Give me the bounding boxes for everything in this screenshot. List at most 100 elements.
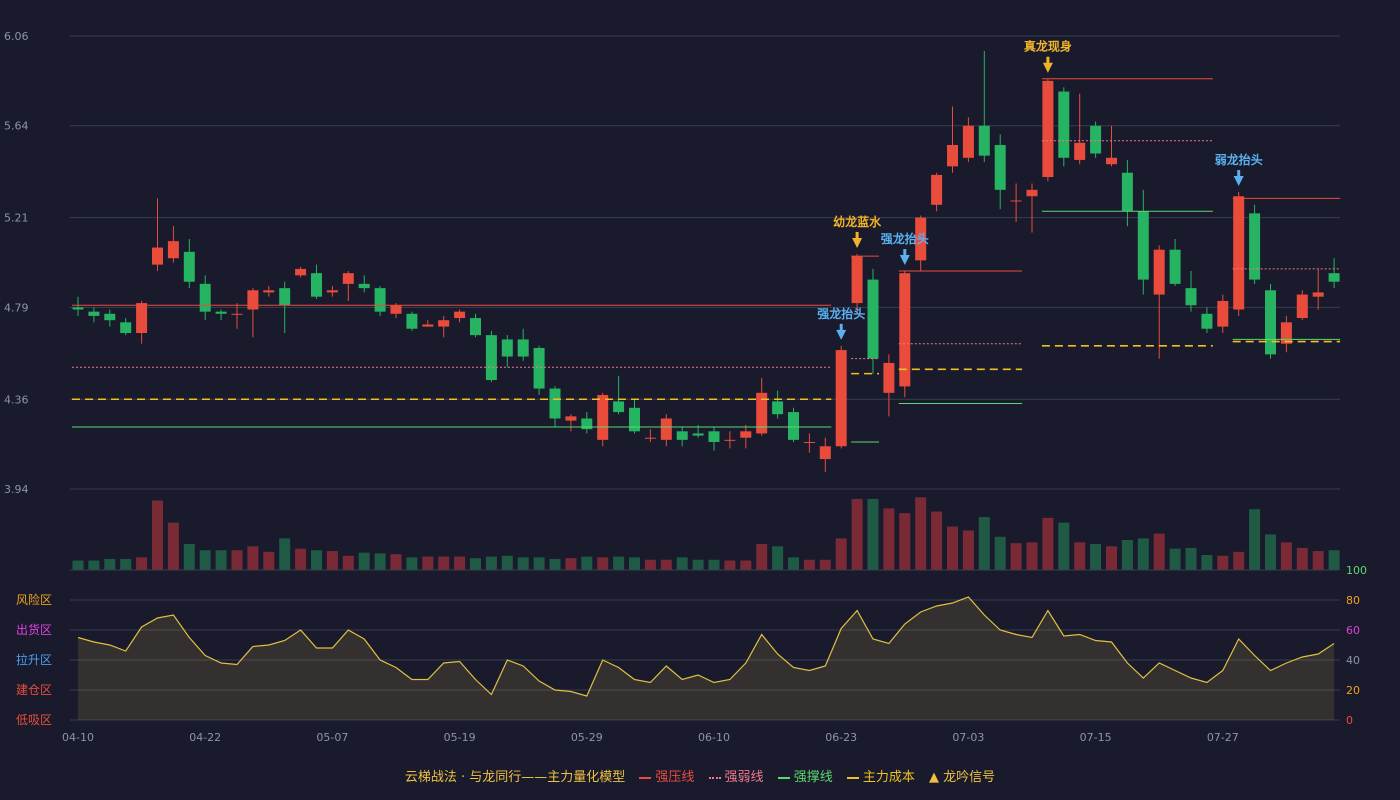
candle-body — [231, 313, 243, 315]
legend-pressure-label: 强压线 — [655, 770, 695, 785]
candle-body — [422, 324, 434, 327]
candle-body — [152, 247, 163, 265]
candle-body — [772, 401, 784, 415]
pressure-line-swatch — [639, 776, 652, 779]
signal-arrow-icon — [899, 255, 910, 266]
cost-line-swatch — [846, 776, 859, 779]
candle-body — [72, 307, 84, 310]
candle-body — [279, 288, 291, 306]
volume-bar — [708, 559, 720, 570]
support-line-swatch — [777, 776, 790, 779]
volume-bar — [724, 560, 736, 570]
volume-bar — [358, 552, 370, 570]
candle-body — [1090, 125, 1102, 154]
x-tick-label: 06-10 — [698, 731, 730, 744]
x-tick-label: 07-27 — [1207, 731, 1239, 744]
candle-body — [629, 407, 640, 432]
candle-body — [1249, 213, 1261, 280]
volume-bar — [533, 557, 545, 570]
volume-bar — [740, 560, 752, 570]
volume-bar — [311, 550, 322, 570]
candle-body — [1121, 172, 1133, 212]
signal-arrow-stem — [855, 231, 859, 239]
volume-bar — [279, 538, 291, 570]
candle-body — [517, 339, 529, 357]
volume-bar — [183, 543, 195, 570]
candle-body — [263, 290, 275, 293]
volume-bar — [374, 553, 386, 570]
volume-bar — [295, 548, 307, 570]
osc-right-tick: 100 — [1346, 564, 1367, 577]
y-tick-label: 3.94 — [4, 483, 29, 496]
candle-body — [1042, 80, 1054, 178]
candle-body — [724, 439, 736, 441]
volume-bar — [565, 558, 577, 570]
candle-body — [740, 431, 752, 438]
legend-support: 强撑线 — [777, 770, 833, 785]
signal-label: 弱龙抬头 — [1215, 152, 1263, 167]
osc-right-tick: 20 — [1346, 684, 1360, 697]
signal-arrow-icon — [1042, 62, 1053, 73]
candle-body — [1153, 249, 1165, 295]
volume-bar — [1249, 509, 1261, 570]
volume-bar — [644, 559, 656, 570]
candle-body — [931, 174, 943, 205]
legend-model: 云梯战法 · 与龙同行——主力量化模型 — [404, 770, 626, 785]
x-tick-label: 07-15 — [1080, 731, 1112, 744]
candle-body — [390, 305, 402, 314]
signal-label: 强龙抬头 — [881, 231, 929, 246]
candle-body — [613, 401, 625, 413]
candle-body — [215, 311, 227, 314]
legend-pressure: 强压线 — [639, 770, 694, 785]
volume-bar — [931, 511, 943, 570]
candle-body — [501, 339, 513, 357]
volume-bar — [1026, 542, 1038, 570]
volume-bar — [1010, 543, 1022, 570]
volume-bar — [517, 557, 529, 570]
volume-bar — [152, 500, 163, 570]
volume-bar — [947, 526, 958, 570]
volume-bar — [136, 557, 148, 570]
legend-signal: ▲ 龙吟信号 — [929, 770, 995, 785]
legend-cost-label: 主力成本 — [862, 770, 915, 785]
volume-bar — [613, 556, 625, 570]
volume-bar — [867, 498, 879, 570]
volume-bar — [962, 530, 974, 570]
volume-bar — [803, 559, 815, 570]
volume-bar — [549, 558, 561, 570]
y-tick-label: 5.21 — [4, 212, 29, 225]
candle-body — [1328, 273, 1340, 282]
volume-bar — [215, 550, 227, 570]
candle-body — [533, 347, 545, 389]
volume-bar — [1137, 538, 1149, 570]
volume-bar — [88, 560, 100, 570]
candle-body — [819, 446, 831, 460]
candle-body — [1074, 142, 1086, 160]
volume-bar — [501, 555, 513, 570]
candle-body — [1265, 290, 1276, 355]
x-tick-label: 06-23 — [825, 731, 857, 744]
y-tick-label: 6.06 — [4, 30, 29, 43]
signal-arrow-stem — [839, 323, 843, 331]
volume-bar — [883, 508, 895, 570]
candle-body — [851, 256, 863, 304]
candle-body — [295, 268, 307, 276]
volume-bar — [231, 550, 243, 570]
osc-right-tick: 80 — [1346, 594, 1360, 607]
candle-body — [947, 144, 958, 167]
volume-bar — [597, 557, 609, 570]
volume-bar — [1328, 550, 1340, 570]
volume-bar — [1106, 546, 1117, 570]
osc-right-tick: 40 — [1346, 654, 1360, 667]
x-tick-label: 05-07 — [316, 731, 348, 744]
volume-bar — [629, 557, 640, 570]
candle-body — [660, 418, 672, 440]
candle-body — [597, 394, 609, 440]
legend: 云梯战法 · 与龙同行——主力量化模型 强压线 强弱线 强撑线 主力成本 ▲ 龙… — [0, 766, 1400, 785]
osc-area — [78, 597, 1335, 720]
signal-arrow-stem — [903, 249, 907, 257]
candle-body — [581, 418, 593, 430]
signal-label: 强龙抬头 — [817, 306, 865, 321]
osc-right-tick: 60 — [1346, 624, 1360, 637]
